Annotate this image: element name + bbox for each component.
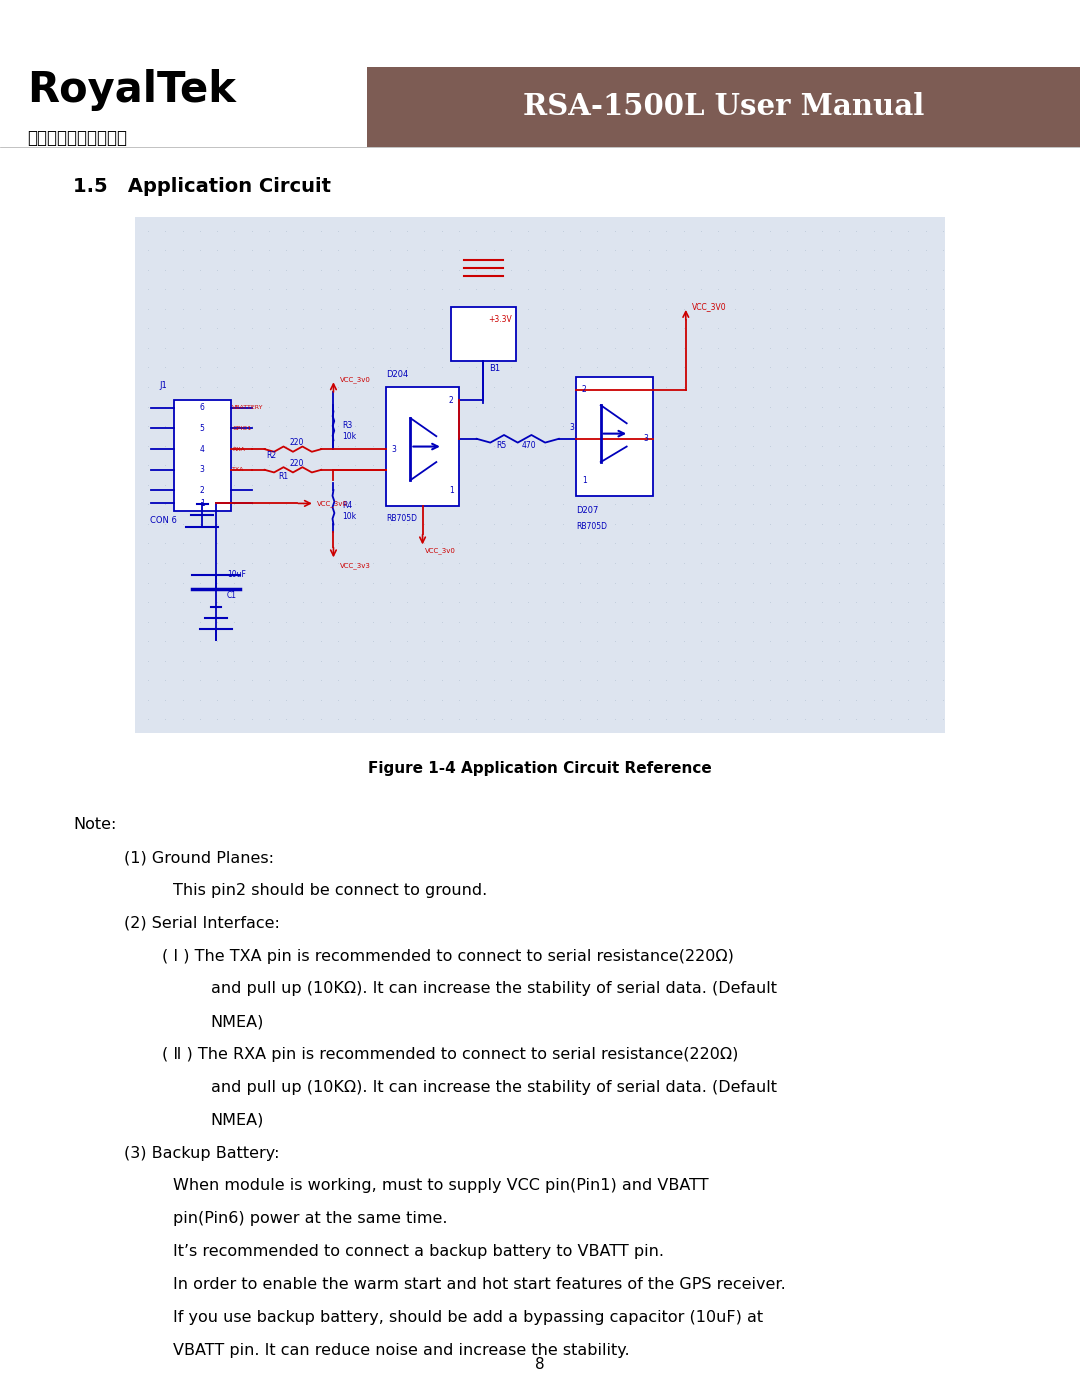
Text: RSA-1500L User Manual: RSA-1500L User Manual bbox=[523, 92, 924, 122]
Text: (1) Ground Planes:: (1) Ground Planes: bbox=[124, 849, 274, 865]
Text: RoyalTek: RoyalTek bbox=[27, 68, 235, 112]
Text: D204: D204 bbox=[387, 370, 408, 380]
Text: TXA: TXA bbox=[232, 468, 244, 472]
Text: 5: 5 bbox=[200, 423, 205, 433]
Text: VCC_3V0: VCC_3V0 bbox=[692, 303, 727, 312]
Text: RB705D: RB705D bbox=[577, 521, 607, 531]
Text: +3.3V: +3.3V bbox=[488, 316, 512, 324]
Text: J1: J1 bbox=[160, 381, 167, 390]
Text: In order to enable the warm start and hot start features of the GPS receiver.: In order to enable the warm start and ho… bbox=[173, 1277, 785, 1292]
Text: R2: R2 bbox=[266, 451, 276, 461]
Text: (3) Backup Battery:: (3) Backup Battery: bbox=[124, 1146, 280, 1161]
Text: Figure 1-4 Application Circuit Reference: Figure 1-4 Application Circuit Reference bbox=[368, 761, 712, 777]
Text: 3: 3 bbox=[643, 434, 648, 443]
Text: (2) Serial Interface:: (2) Serial Interface: bbox=[124, 916, 280, 930]
Text: 1: 1 bbox=[582, 475, 586, 485]
Text: RXA: RXA bbox=[232, 447, 245, 451]
Text: and pull up (10KΩ). It can increase the stability of serial data. (Default: and pull up (10KΩ). It can increase the … bbox=[211, 1080, 777, 1095]
FancyBboxPatch shape bbox=[367, 67, 1080, 147]
Text: NMEA): NMEA) bbox=[211, 1014, 264, 1030]
Text: and pull up (10KΩ). It can increase the stability of serial data. (Default: and pull up (10KΩ). It can increase the … bbox=[211, 982, 777, 996]
Text: 1: 1 bbox=[449, 486, 454, 495]
Text: 470: 470 bbox=[522, 441, 536, 450]
Text: 3: 3 bbox=[200, 465, 205, 475]
Text: B1: B1 bbox=[488, 363, 500, 373]
Text: 3: 3 bbox=[391, 444, 396, 454]
Bar bbox=[174, 400, 231, 511]
Text: CON 6: CON 6 bbox=[149, 517, 176, 525]
Text: R3: R3 bbox=[342, 422, 352, 430]
Text: 220: 220 bbox=[289, 439, 305, 447]
Text: 220: 220 bbox=[289, 458, 305, 468]
Text: Note:: Note: bbox=[73, 817, 117, 833]
Text: ( Ⅰ ) The TXA pin is recommended to connect to serial resistance(220Ω): ( Ⅰ ) The TXA pin is recommended to conn… bbox=[162, 949, 734, 964]
Text: RB705D: RB705D bbox=[387, 514, 417, 522]
Text: 2: 2 bbox=[582, 386, 586, 394]
Bar bbox=[577, 377, 653, 496]
Text: ( Ⅱ ) The RXA pin is recommended to connect to serial resistance(220Ω): ( Ⅱ ) The RXA pin is recommended to conn… bbox=[162, 1048, 739, 1062]
Text: 10uF: 10uF bbox=[227, 570, 245, 580]
Text: VCC_3v0: VCC_3v0 bbox=[340, 376, 370, 383]
Text: VBATT pin. It can reduce noise and increase the stability.: VBATT pin. It can reduce noise and incre… bbox=[173, 1343, 630, 1358]
Text: VCC_3v3: VCC_3v3 bbox=[340, 562, 370, 569]
Text: VCC_3v0: VCC_3v0 bbox=[316, 500, 348, 507]
Text: R4: R4 bbox=[342, 502, 352, 510]
Text: When module is working, must to supply VCC pin(Pin1) and VBATT: When module is working, must to supply V… bbox=[173, 1179, 708, 1193]
Text: This pin2 should be connect to ground.: This pin2 should be connect to ground. bbox=[173, 883, 487, 898]
Text: 2: 2 bbox=[449, 395, 454, 405]
Bar bbox=[387, 387, 459, 506]
Text: D207: D207 bbox=[577, 506, 598, 515]
Text: 3: 3 bbox=[569, 423, 575, 432]
Bar bbox=[135, 217, 945, 733]
Text: 鼎天國際股份有限公司: 鼎天國際股份有限公司 bbox=[27, 129, 127, 147]
Text: R1: R1 bbox=[279, 472, 288, 481]
Text: pin(Pin6) power at the same time.: pin(Pin6) power at the same time. bbox=[173, 1211, 447, 1227]
Text: It’s recommended to connect a backup battery to VBATT pin.: It’s recommended to connect a backup bat… bbox=[173, 1245, 664, 1259]
Text: NMEA): NMEA) bbox=[211, 1113, 264, 1127]
Text: 8: 8 bbox=[536, 1356, 544, 1372]
Bar bbox=[451, 307, 516, 362]
Text: 4: 4 bbox=[200, 444, 205, 454]
Text: 10k: 10k bbox=[342, 511, 356, 521]
Text: VCC_3v0: VCC_3v0 bbox=[424, 548, 456, 555]
Text: If you use backup battery, should be add a bypassing capacitor (10uF) at: If you use backup battery, should be add… bbox=[173, 1310, 762, 1324]
Text: R5: R5 bbox=[497, 441, 507, 450]
Text: 1.5   Application Circuit: 1.5 Application Circuit bbox=[73, 177, 332, 197]
Text: VBATTERY: VBATTERY bbox=[232, 405, 264, 411]
Text: 1: 1 bbox=[200, 499, 204, 509]
Text: C1: C1 bbox=[227, 591, 237, 601]
Text: 2: 2 bbox=[200, 486, 204, 495]
Text: 10k: 10k bbox=[342, 432, 356, 440]
Text: 6: 6 bbox=[200, 404, 205, 412]
Text: GPIO1: GPIO1 bbox=[232, 426, 252, 430]
